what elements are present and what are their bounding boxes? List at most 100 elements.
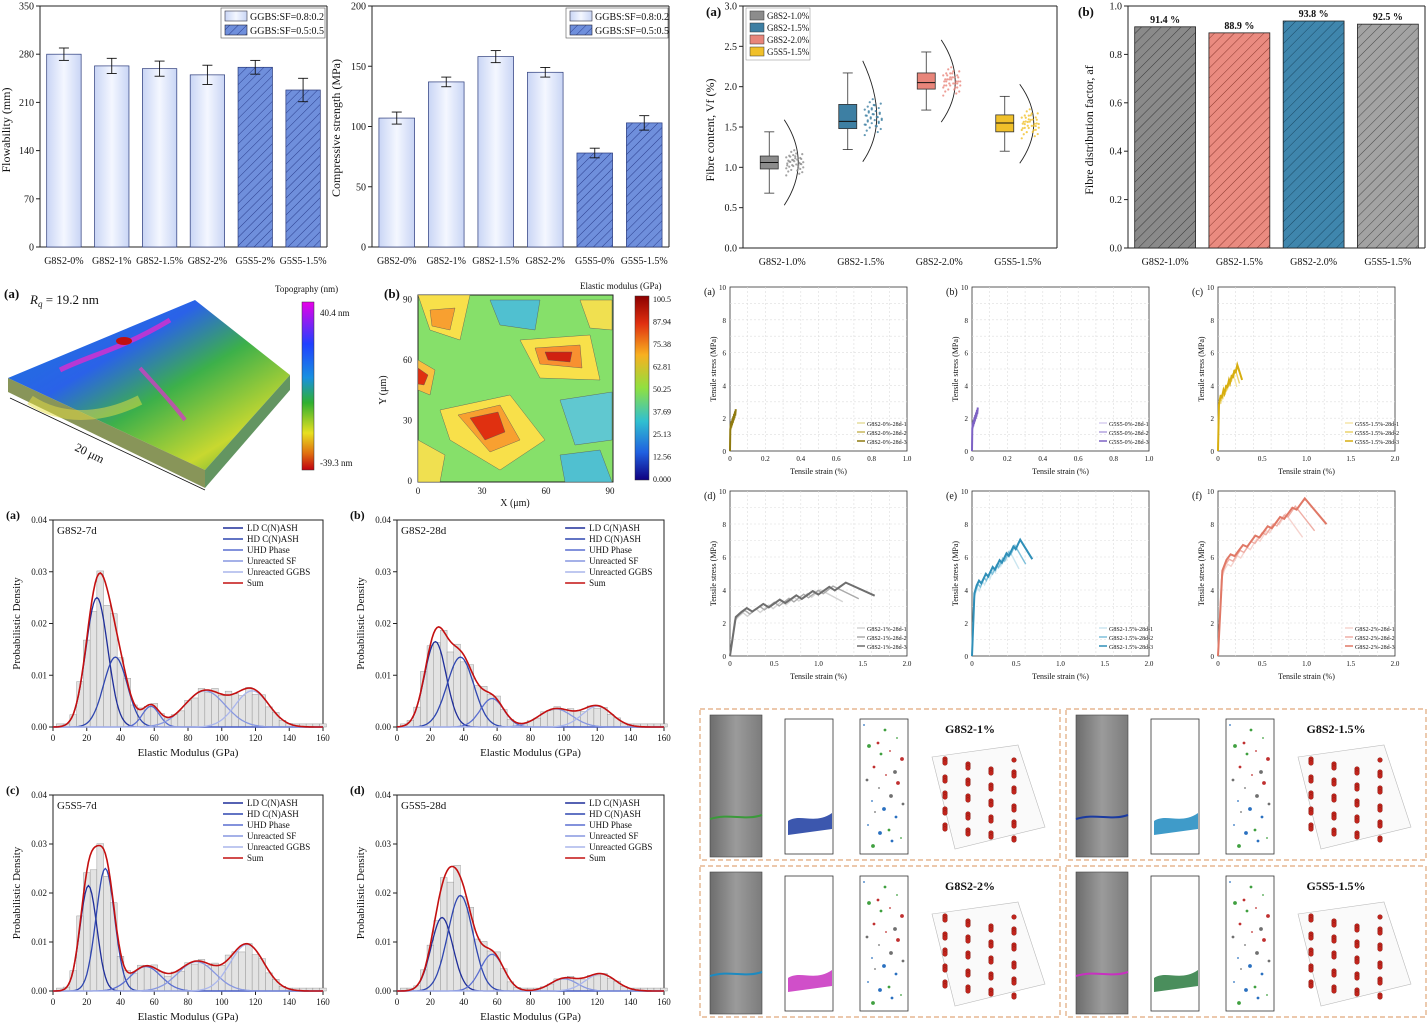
x-tick-label: 20 bbox=[82, 733, 92, 743]
afm-colorbar-title: Topography (nm) bbox=[275, 284, 338, 294]
data-point bbox=[802, 161, 805, 164]
y-tick-label: 10 bbox=[1207, 284, 1215, 292]
ct-pore bbox=[887, 828, 891, 832]
x-tick-label: G5S5-1.5% bbox=[280, 256, 327, 267]
colorbar-tick-label: 37.69 bbox=[653, 408, 671, 417]
data-point bbox=[878, 111, 881, 114]
data-point bbox=[944, 90, 947, 93]
data-point bbox=[945, 72, 948, 75]
data-point bbox=[948, 78, 951, 81]
data-point bbox=[959, 80, 962, 83]
legend-label: G8S2-1%-28d-2 bbox=[867, 636, 907, 642]
ct-specimen bbox=[1075, 871, 1129, 1015]
legend-label: G8S2-1%-28d-3 bbox=[867, 645, 907, 651]
ct-pore bbox=[1238, 922, 1242, 926]
legend-label: G8S2-2%-28d-1 bbox=[1355, 627, 1395, 633]
y-axis-label: Tensile stress (MPa) bbox=[951, 541, 960, 607]
legend-label: G8S2-2%-28d-3 bbox=[1355, 645, 1395, 651]
afm-rq-subscript: q bbox=[38, 299, 43, 309]
histogram-bin bbox=[446, 651, 454, 728]
y-tick-label: 2 bbox=[965, 620, 969, 628]
ct-panel-1: G8S2-1% bbox=[699, 708, 1061, 861]
data-point bbox=[794, 157, 797, 160]
y-tick-label: 0.03 bbox=[31, 839, 47, 849]
data-point bbox=[791, 158, 794, 162]
stress-strain-curve bbox=[971, 407, 979, 452]
histogram-bin bbox=[460, 661, 468, 728]
bar-value-label: 91.4 % bbox=[1150, 15, 1180, 26]
ct-pore-box bbox=[1225, 875, 1275, 1012]
data-point bbox=[946, 74, 949, 77]
ct-fibre-point bbox=[1377, 837, 1383, 843]
x-tick-label: 30 bbox=[478, 486, 488, 496]
y-tick-label: 6 bbox=[723, 554, 727, 562]
y-tick-label: 10 bbox=[1207, 488, 1215, 496]
data-point bbox=[1026, 124, 1029, 127]
ct-fibre-point bbox=[1377, 773, 1383, 779]
histogram-bin bbox=[143, 966, 152, 992]
x-axis-label: Tensile strain (%) bbox=[790, 467, 847, 476]
pdf-chart-2: (b) G8S2-28d 0.00 0.01 0.02 0.03 0.04 0 20 40 60 80… bbox=[350, 508, 671, 759]
histogram-bin bbox=[191, 963, 199, 992]
legend-label: Unreacted GGBS bbox=[589, 842, 652, 852]
y-tick-label: 2 bbox=[723, 415, 727, 423]
bar-value-label: 93.8 % bbox=[1299, 9, 1329, 20]
compressive-strength-chart: Compressive strength (MPa) 050100150200 … bbox=[329, 2, 670, 267]
legend-label: Sum bbox=[247, 578, 264, 588]
x-tick-label: 120 bbox=[591, 997, 605, 1007]
data-point bbox=[1036, 132, 1039, 136]
data-point bbox=[799, 167, 802, 171]
y-tick-label: 0 bbox=[361, 243, 366, 254]
data-point bbox=[798, 172, 801, 175]
y-tick-label: 2.5 bbox=[725, 42, 738, 53]
data-point bbox=[796, 169, 799, 172]
ct-pore bbox=[878, 831, 882, 835]
sum-curve bbox=[396, 626, 664, 728]
x-tick-label: 160 bbox=[316, 997, 330, 1007]
histogram-bin bbox=[440, 629, 448, 728]
flow-legend: GGBS:SF=0.8:0.2 GGBS:SF=0.5:0.5 bbox=[220, 7, 326, 39]
ct-pore bbox=[1255, 951, 1259, 955]
x-tick-label: 60 bbox=[150, 733, 160, 743]
ct-fibre-point bbox=[1354, 991, 1360, 997]
legend-swatch-hatch bbox=[569, 24, 593, 36]
data-point bbox=[952, 82, 955, 85]
y-tick-label: 0.01 bbox=[31, 937, 47, 947]
afm-texture bbox=[27, 395, 143, 420]
afm-rq-letter: R bbox=[29, 292, 38, 307]
x-tick-label: 160 bbox=[657, 733, 671, 743]
ct-pore bbox=[1231, 935, 1235, 939]
data-point bbox=[801, 153, 804, 156]
panel-label: (c) bbox=[6, 783, 19, 797]
ct-fibre-point bbox=[1331, 797, 1337, 803]
ct-fibre-point bbox=[1308, 935, 1314, 941]
ct-pore bbox=[1266, 994, 1268, 996]
ct-label: G5S5-1.5% bbox=[1306, 879, 1365, 893]
ct-fibre-point bbox=[1011, 994, 1017, 1000]
y-tick-label: 0.04 bbox=[375, 515, 391, 525]
ct-scan-panels: G8S2-1% G8S2-1.5% G8S2-2% G5S5-1.5% bbox=[699, 708, 1427, 1018]
x-axis-label: Tensile strain (%) bbox=[1278, 672, 1335, 681]
y-tick-label: 0.00 bbox=[31, 722, 47, 732]
histogram-bin bbox=[593, 707, 601, 728]
bar bbox=[1208, 32, 1271, 249]
y-axis-label: Tensile stress (MPa) bbox=[951, 336, 960, 402]
ct-fibre-point bbox=[988, 975, 994, 981]
data-point bbox=[947, 88, 950, 91]
afm-scale-line bbox=[9, 397, 206, 491]
ct-pore bbox=[1242, 898, 1246, 902]
ct-fibre-point bbox=[965, 781, 971, 787]
x-axis-label: Tensile strain (%) bbox=[1278, 467, 1335, 476]
afm-side-front bbox=[8, 378, 205, 488]
ct-fibre-point bbox=[1308, 983, 1314, 989]
ct-pore bbox=[894, 815, 898, 819]
x-axis-label: Tensile strain (%) bbox=[1032, 467, 1089, 476]
tensile-chart-4: (d) 0 2 4 6 8 10 0 0.5 1.0 1.5 2.0 Tensile strain (%… bbox=[704, 488, 912, 681]
sum-curve bbox=[52, 572, 323, 728]
data-point bbox=[1037, 122, 1040, 126]
x-tick-label: 1.0 bbox=[1056, 660, 1065, 668]
ct-fibre-point bbox=[988, 943, 994, 949]
sample-label: G8S2-7d bbox=[57, 525, 97, 537]
ct-pore bbox=[874, 968, 876, 970]
ct-fibre-point bbox=[1308, 826, 1314, 832]
